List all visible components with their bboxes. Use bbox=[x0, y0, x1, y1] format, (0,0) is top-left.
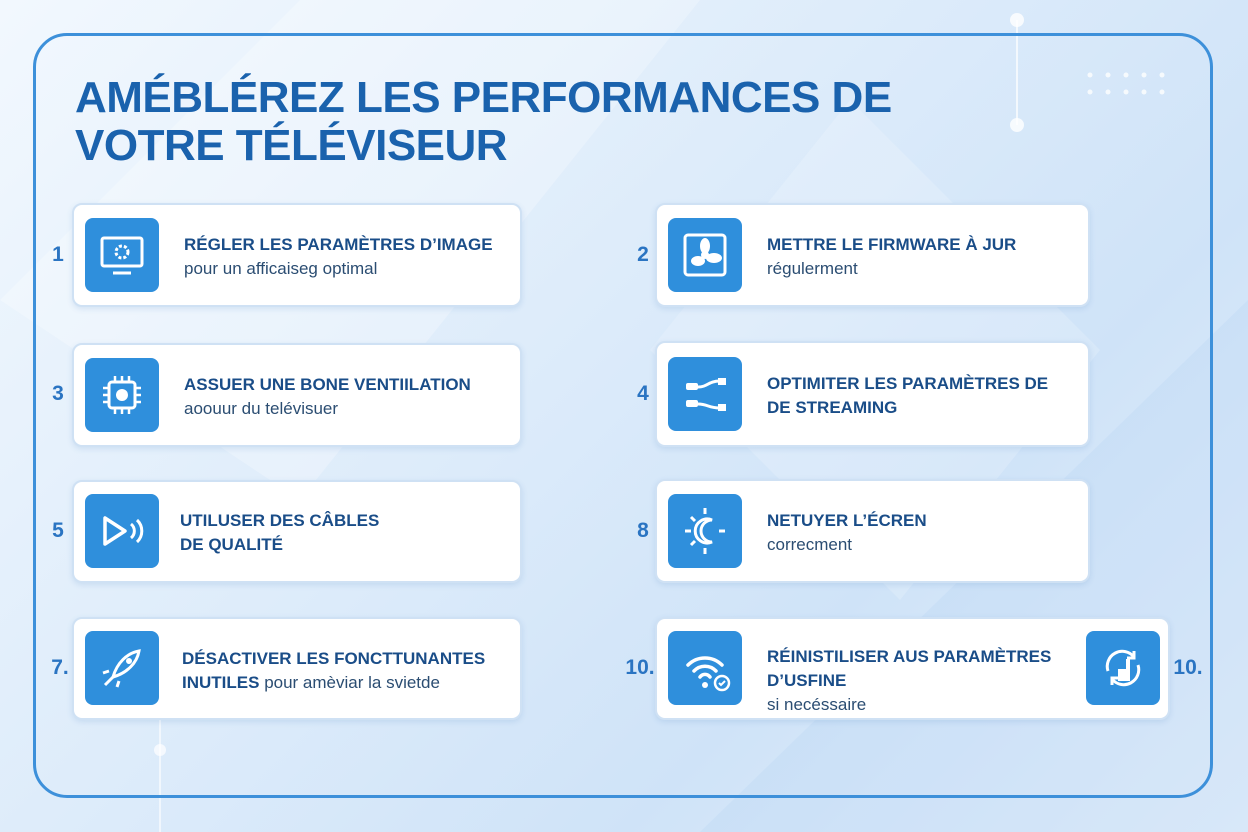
icon bbox=[668, 494, 742, 568]
item-strong: UTILUSER DES CÂBLES bbox=[180, 511, 380, 530]
frame bbox=[33, 33, 1213, 798]
item-plain: pour amèviar la svietde bbox=[264, 673, 440, 692]
item-strong: RÉGLER LES PARAMÈTRES D’IMAGE bbox=[184, 235, 493, 254]
item-text: ASSUER UNE BONE VENTIILATION aoouur du t… bbox=[184, 373, 510, 421]
icon bbox=[85, 218, 159, 292]
item-text: RÉINISTILISER AUS PARAMÈTRES D’USFINE si… bbox=[767, 645, 1158, 717]
item-text: UTILUSER DES CÂBLES DE QUALITÉ bbox=[180, 509, 510, 557]
icon bbox=[85, 358, 159, 432]
item-number: 3 bbox=[52, 382, 64, 405]
item-strong: NETUYER L’ÉCREN bbox=[767, 511, 927, 530]
icon bbox=[668, 631, 742, 705]
item-card: RÉINISTILISER AUS PARAMÈTRES D’USFINE si… bbox=[655, 617, 1170, 720]
item-card: NETUYER L’ÉCREN correcment bbox=[655, 479, 1090, 583]
item-card: RÉGLER LES PARAMÈTRES D’IMAGE pour un af… bbox=[72, 203, 522, 307]
item-strong: DÉSACTIVER LES FONCTTUNANTES bbox=[182, 649, 486, 668]
item-strong: INUTILES bbox=[182, 673, 260, 692]
item-card: OPTIMITER LES PARAMÈTRES DE DE STREAMING bbox=[655, 341, 1090, 447]
item-plain: pour un afficaiseg optimal bbox=[184, 259, 378, 278]
item-number: 2 bbox=[637, 243, 649, 266]
item-plain: régulerment bbox=[767, 259, 858, 278]
item-number: 10. bbox=[625, 656, 655, 679]
item-card: METTRE LE FIRMWARE À JUR régulerment bbox=[655, 203, 1090, 307]
item-plain: correcment bbox=[767, 535, 853, 554]
item-text: NETUYER L’ÉCREN correcment bbox=[767, 509, 1078, 557]
title-line: AMÉBLÉREZ LES PERFORMANCES DE bbox=[75, 73, 892, 122]
item-number: 1 bbox=[52, 243, 64, 266]
icon bbox=[85, 494, 159, 568]
item-number: 8 bbox=[637, 519, 649, 542]
item-strong: OPTIMITER LES PARAMÈTRES DE bbox=[767, 374, 1049, 393]
icon bbox=[668, 357, 742, 431]
item-card: UTILUSER DES CÂBLES DE QUALITÉ bbox=[72, 480, 522, 583]
item-text: RÉGLER LES PARAMÈTRES D’IMAGE pour un af… bbox=[184, 233, 510, 281]
item-side-number: 10. bbox=[1173, 656, 1203, 679]
item-strong: D’USFINE bbox=[767, 671, 847, 690]
item-strong: RÉINISTILISER AUS PARAMÈTRES bbox=[767, 647, 1052, 666]
icon bbox=[668, 218, 742, 292]
item-plain: aoouur du telévisuer bbox=[184, 399, 339, 418]
item-strong: METTRE LE FIRMWARE À JUR bbox=[767, 235, 1017, 254]
item-strong: DE QUALITÉ bbox=[180, 535, 283, 554]
item-number: 4 bbox=[637, 382, 649, 405]
item-strong: ASSUER UNE BONE VENTIILATION bbox=[184, 375, 471, 394]
icon bbox=[1086, 631, 1160, 705]
item-number: 5 bbox=[52, 519, 64, 542]
title: AMÉBLÉREZ LES PERFORMANCES DE VOTRE TÉLÉ… bbox=[75, 74, 892, 170]
item-strong: DE STREAMING bbox=[767, 398, 898, 417]
icon bbox=[85, 631, 159, 705]
item-plain: si necéssaire bbox=[767, 695, 867, 714]
title-line: VOTRE TÉLÉVISEUR bbox=[75, 121, 508, 170]
item-text: METTRE LE FIRMWARE À JUR régulerment bbox=[767, 233, 1078, 281]
item-card: ASSUER UNE BONE VENTIILATION aoouur du t… bbox=[72, 343, 522, 447]
item-number: 7. bbox=[51, 656, 69, 679]
item-text: DÉSACTIVER LES FONCTTUNANTES INUTILES po… bbox=[182, 647, 510, 695]
item-card: DÉSACTIVER LES FONCTTUNANTES INUTILES po… bbox=[72, 617, 522, 720]
item-text: OPTIMITER LES PARAMÈTRES DE DE STREAMING bbox=[767, 372, 1078, 420]
